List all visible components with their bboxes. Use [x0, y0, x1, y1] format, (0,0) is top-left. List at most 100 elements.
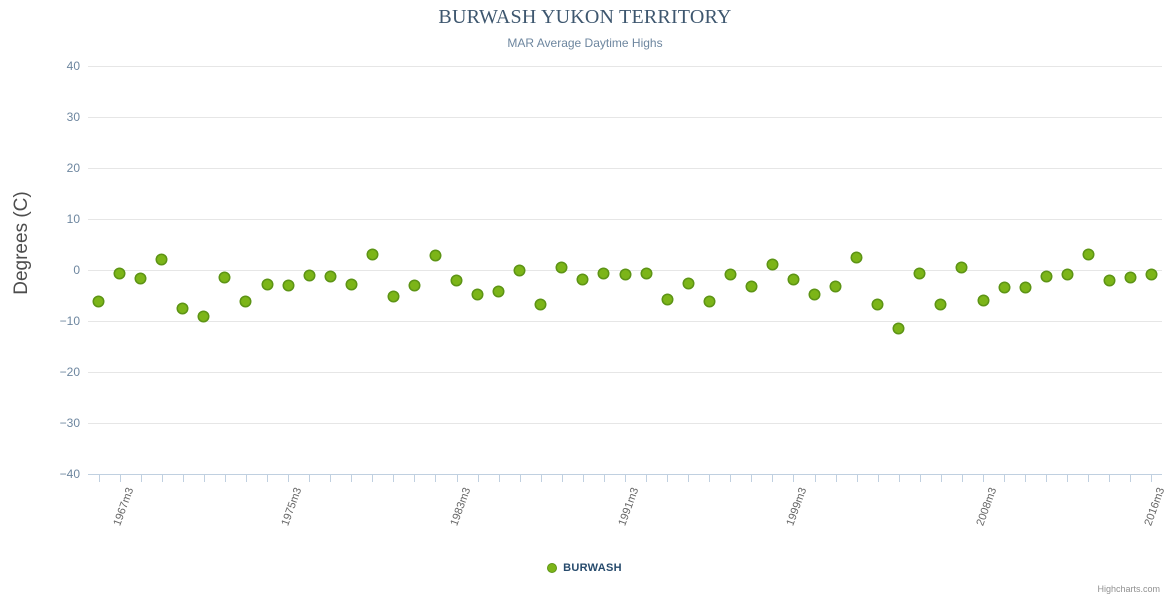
- data-point-marker[interactable]: [767, 260, 777, 270]
- data-point-marker[interactable]: [578, 274, 588, 284]
- data-point-marker[interactable]: [304, 270, 314, 280]
- data-point-marker[interactable]: [999, 283, 1009, 293]
- data-point-marker[interactable]: [220, 273, 230, 283]
- data-point-marker[interactable]: [957, 263, 967, 273]
- x-axis-tick: [1151, 475, 1152, 482]
- x-axis-tick: [1046, 475, 1047, 482]
- data-point-marker[interactable]: [178, 304, 188, 314]
- data-point-marker[interactable]: [515, 265, 525, 275]
- data-point-marker[interactable]: [641, 269, 651, 279]
- data-point-marker[interactable]: [473, 290, 483, 300]
- data-point-marker[interactable]: [936, 299, 946, 309]
- x-axis-tick: [499, 475, 500, 482]
- data-point-marker[interactable]: [94, 297, 104, 307]
- data-point-marker[interactable]: [136, 273, 146, 283]
- x-axis-tick: [1109, 475, 1110, 482]
- data-point-marker[interactable]: [199, 312, 209, 322]
- data-point-marker[interactable]: [620, 270, 630, 280]
- y-axis-tick-label: 40: [66, 59, 80, 73]
- gridline: [88, 117, 1162, 118]
- data-point-marker[interactable]: [557, 263, 567, 273]
- x-axis-tick: [815, 475, 816, 482]
- data-point-marker[interactable]: [894, 323, 904, 333]
- data-point-marker[interactable]: [1125, 273, 1135, 283]
- x-axis-tick: [793, 475, 794, 482]
- legend-marker-icon: [548, 564, 557, 572]
- data-point-marker[interactable]: [241, 296, 251, 306]
- x-axis-tick: [1130, 475, 1131, 482]
- x-axis-tick: [478, 475, 479, 482]
- credits-link[interactable]: Highcharts.com: [1097, 584, 1160, 594]
- x-axis-tick: [730, 475, 731, 482]
- data-point-marker[interactable]: [1104, 275, 1114, 285]
- data-point-marker[interactable]: [683, 279, 693, 289]
- x-axis-tick-label: 2008m3: [974, 486, 1000, 528]
- x-axis-tick-label: 2016m3: [1142, 486, 1168, 528]
- y-axis-tick-label: −40: [59, 467, 80, 481]
- data-point-marker[interactable]: [1020, 282, 1030, 292]
- x-axis-tick: [646, 475, 647, 482]
- gridline: [88, 219, 1162, 220]
- x-axis-tick: [625, 475, 626, 482]
- x-axis-line: [88, 474, 1162, 475]
- data-point-marker[interactable]: [915, 268, 925, 278]
- x-axis-tick: [204, 475, 205, 482]
- data-point-marker[interactable]: [788, 275, 798, 285]
- data-point-marker[interactable]: [283, 280, 293, 290]
- x-axis-tick-label: 1991m3: [616, 486, 642, 528]
- data-point-marker[interactable]: [1146, 269, 1156, 279]
- gridline: [88, 66, 1162, 67]
- x-axis-tick-label: 1975m3: [279, 486, 305, 528]
- data-point-marker[interactable]: [367, 250, 377, 260]
- x-axis-tick: [457, 475, 458, 482]
- data-point-marker[interactable]: [873, 300, 883, 310]
- chart-subtitle: MAR Average Daytime Highs: [507, 36, 663, 50]
- data-point-marker[interactable]: [494, 287, 504, 297]
- x-axis-tick: [583, 475, 584, 482]
- data-point-marker[interactable]: [388, 292, 398, 302]
- x-axis-tick-label: 1983m3: [447, 486, 473, 528]
- x-axis-tick: [541, 475, 542, 482]
- x-axis-tick: [141, 475, 142, 482]
- x-axis-tick-label: 1967m3: [110, 486, 136, 528]
- plot-area: [88, 66, 1162, 475]
- data-point-marker[interactable]: [430, 251, 440, 261]
- x-axis-tick: [330, 475, 331, 482]
- data-point-marker[interactable]: [746, 281, 756, 291]
- y-axis-tick-label: −30: [59, 416, 80, 430]
- x-axis-tick: [267, 475, 268, 482]
- x-axis-tick: [962, 475, 963, 482]
- data-point-marker[interactable]: [1041, 271, 1051, 281]
- data-point-marker[interactable]: [325, 272, 335, 282]
- legend-item-burwash[interactable]: BURWASH: [548, 562, 622, 574]
- data-point-marker[interactable]: [662, 295, 672, 305]
- data-point-marker[interactable]: [599, 268, 609, 278]
- y-axis-tick-label: 0: [73, 263, 80, 277]
- data-point-marker[interactable]: [831, 282, 841, 292]
- data-point-marker[interactable]: [978, 295, 988, 305]
- data-point-marker[interactable]: [852, 253, 862, 263]
- x-axis-tick: [836, 475, 837, 482]
- x-axis-tick: [1067, 475, 1068, 482]
- data-point-marker[interactable]: [157, 255, 167, 265]
- x-axis-tick: [372, 475, 373, 482]
- x-axis-tick: [162, 475, 163, 482]
- x-axis-tick: [246, 475, 247, 482]
- x-axis-tick: [604, 475, 605, 482]
- data-point-marker[interactable]: [1062, 270, 1072, 280]
- x-axis-tick: [688, 475, 689, 482]
- x-axis-tick: [309, 475, 310, 482]
- data-point-marker[interactable]: [262, 279, 272, 289]
- data-point-marker[interactable]: [810, 290, 820, 300]
- data-point-marker[interactable]: [409, 280, 419, 290]
- data-point-marker[interactable]: [725, 270, 735, 280]
- x-axis-tick: [351, 475, 352, 482]
- data-point-marker[interactable]: [536, 300, 546, 310]
- data-point-marker[interactable]: [115, 269, 125, 279]
- data-point-marker[interactable]: [704, 296, 714, 306]
- data-point-marker[interactable]: [452, 275, 462, 285]
- x-axis-tick: [562, 475, 563, 482]
- data-point-marker[interactable]: [346, 279, 356, 289]
- x-axis-tick: [878, 475, 879, 482]
- data-point-marker[interactable]: [1083, 250, 1093, 260]
